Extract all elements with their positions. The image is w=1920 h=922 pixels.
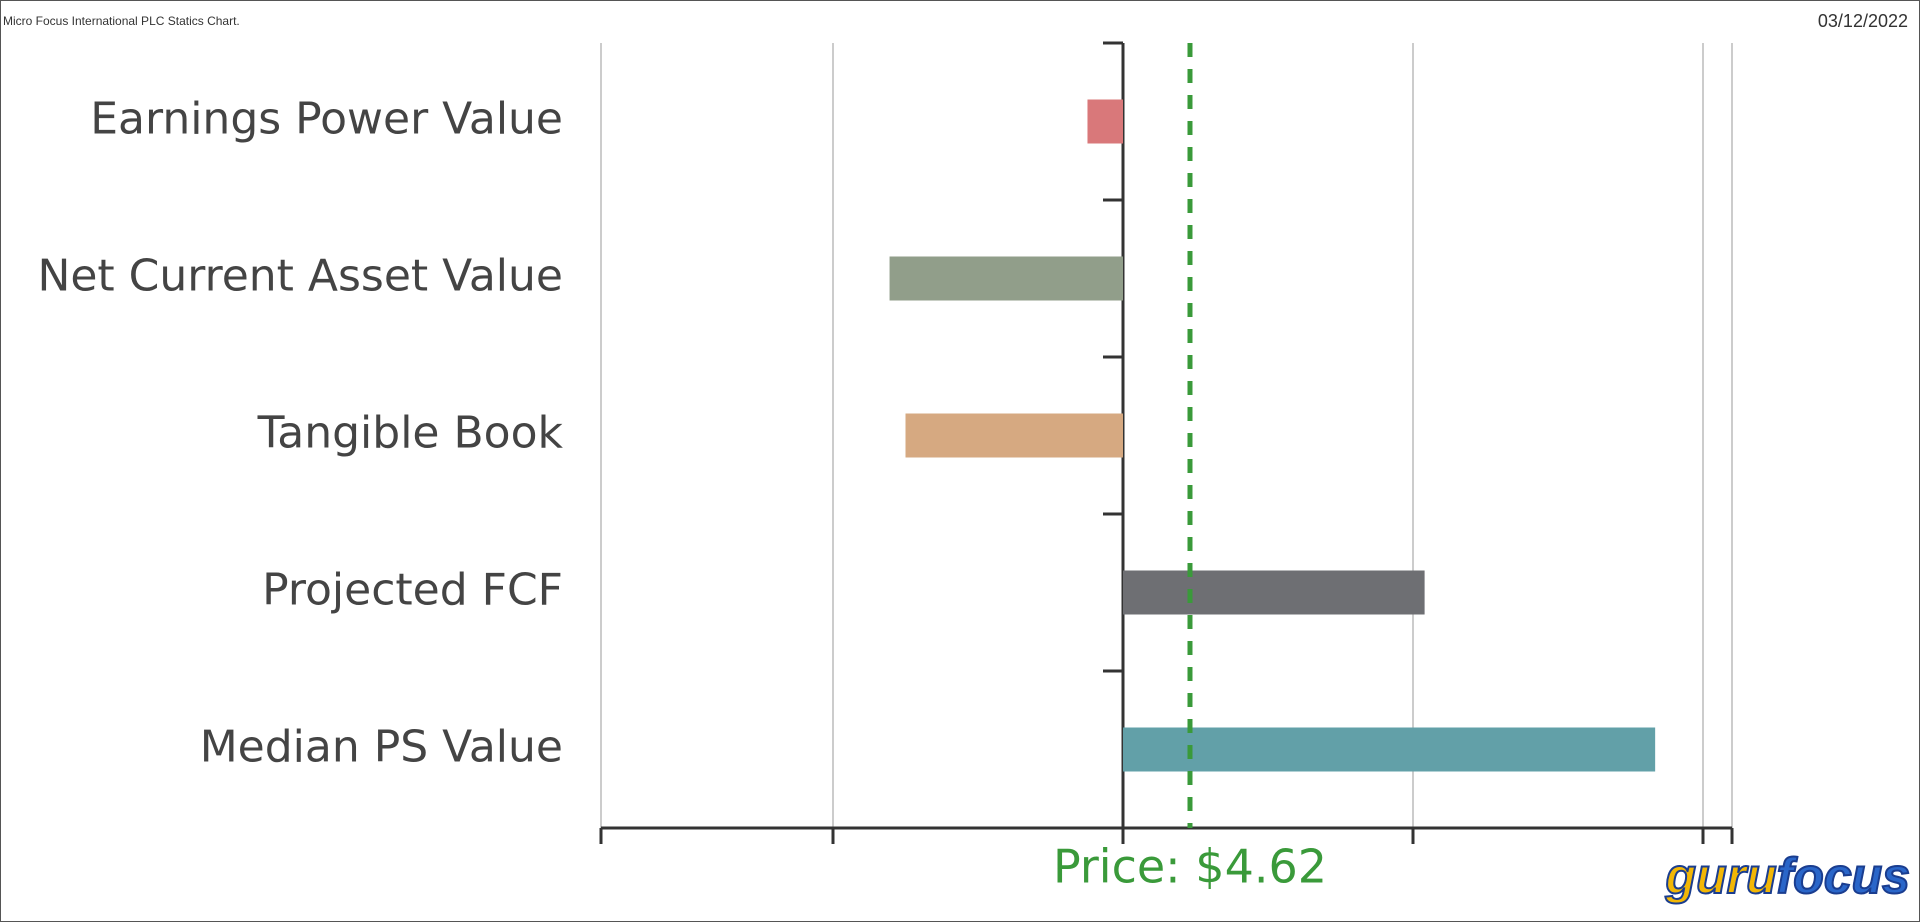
category-label: Net Current Asset Value <box>37 251 563 302</box>
header-date: 03/12/2022 <box>1818 11 1908 31</box>
header-title: Micro Focus International PLC Statics Ch… <box>3 14 240 28</box>
bar <box>1123 727 1656 772</box>
bar <box>1123 570 1425 615</box>
logo-guru: guru <box>1665 848 1777 904</box>
logo-focus: focus <box>1777 848 1910 904</box>
bar <box>1087 99 1123 144</box>
bar <box>889 256 1123 301</box>
bar <box>905 413 1123 458</box>
category-label: Earnings Power Value <box>90 94 563 145</box>
category-label: Median PS Value <box>200 722 563 773</box>
logo: gurufocus <box>1665 848 1910 904</box>
price-label: Price: $4.62 <box>1053 840 1327 894</box>
category-label: Tangible Book <box>257 408 564 459</box>
category-label: Projected FCF <box>262 565 563 616</box>
